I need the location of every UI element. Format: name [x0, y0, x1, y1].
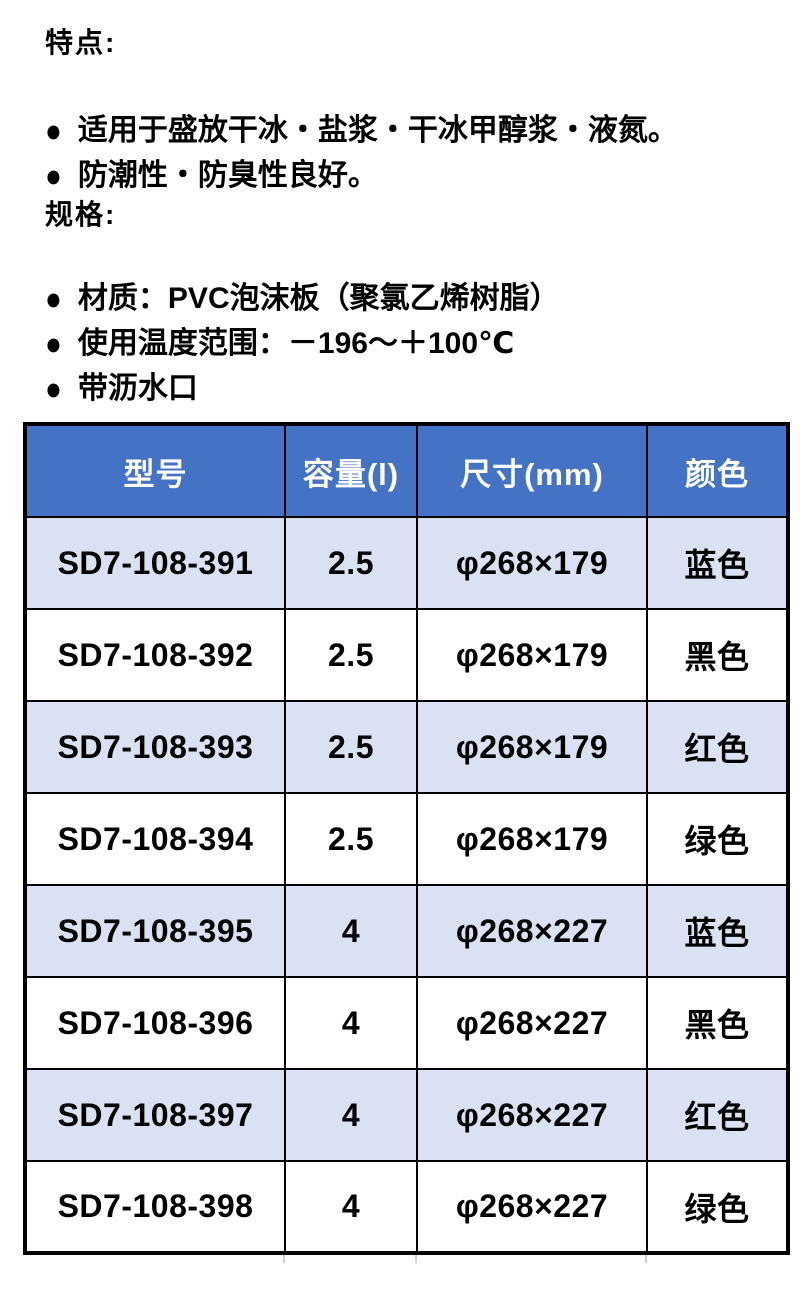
spec-item: ● 材质：PVC泡沫板（聚氯乙烯树脂）: [45, 276, 800, 321]
col-header-color: 颜色: [646, 423, 789, 518]
cell-model: SD7-108-391: [24, 516, 286, 610]
cell-model: SD7-108-395: [24, 884, 286, 978]
cell-capacity: 2.5: [284, 700, 418, 794]
cell-color: 蓝色: [646, 516, 789, 610]
cell-model: SD7-108-393: [24, 700, 286, 794]
cell-color: 绿色: [646, 1160, 789, 1254]
cell-model: SD7-108-397: [24, 1068, 286, 1162]
bullet-icon: ●: [45, 370, 62, 407]
table-continuation-gridlines: [23, 1255, 786, 1263]
cell-size: φ268×227: [416, 884, 648, 978]
cell-color: 黑色: [646, 976, 789, 1070]
feature-text: 防潮性・防臭性良好。: [77, 159, 378, 192]
cell-color: 红色: [646, 1068, 789, 1162]
cell-color: 蓝色: [646, 884, 789, 978]
spec-item: ● 使用温度范围：－196～＋100℃: [45, 321, 800, 366]
cell-capacity: 4: [284, 976, 418, 1070]
table-row: SD7-108-393 2.5 φ268×179 红色: [24, 700, 789, 794]
cell-model: SD7-108-398: [24, 1160, 286, 1254]
specs-list: ● 材质：PVC泡沫板（聚氯乙烯树脂） ● 使用温度范围：－196～＋100℃ …: [45, 276, 800, 411]
spec-table: 型号 容量(l) 尺寸(mm) 颜色 SD7-108-391 2.5 φ268×…: [23, 422, 790, 1255]
spec-text: 使用温度范围：－196～＋100℃: [77, 327, 515, 360]
feature-text: 适用于盛放干冰・盐浆・干冰甲醇浆・液氮。: [77, 114, 678, 147]
cell-size: φ268×227: [416, 1068, 648, 1162]
cell-size: φ268×179: [416, 700, 648, 794]
table-row: SD7-108-392 2.5 φ268×179 黑色: [24, 608, 789, 702]
feature-item: ● 适用于盛放干冰・盐浆・干冰甲醇浆・液氮。: [45, 108, 800, 153]
table-row: SD7-108-391 2.5 φ268×179 蓝色: [24, 516, 789, 610]
cell-model: SD7-108-396: [24, 976, 286, 1070]
cell-capacity: 4: [284, 884, 418, 978]
cell-size: φ268×227: [416, 1160, 648, 1254]
gridline-tick: [283, 1255, 285, 1263]
cell-size: φ268×179: [416, 792, 648, 886]
col-header-capacity: 容量(l): [284, 423, 418, 518]
specs-heading: 规格:: [45, 199, 117, 230]
table-row: SD7-108-397 4 φ268×227 红色: [24, 1068, 789, 1162]
cell-color: 绿色: [646, 792, 789, 886]
spec-item: ● 带沥水口: [45, 366, 800, 411]
bullet-icon: ●: [45, 325, 62, 362]
spec-text: 材质：PVC泡沫板（聚氯乙烯树脂）: [77, 282, 560, 315]
cell-capacity: 2.5: [284, 608, 418, 702]
bullet-icon: ●: [45, 112, 62, 149]
gridline-tick: [645, 1255, 647, 1263]
table-row: SD7-108-396 4 φ268×227 黑色: [24, 976, 789, 1070]
cell-capacity: 2.5: [284, 792, 418, 886]
cell-size: φ268×179: [416, 516, 648, 610]
table-row: SD7-108-398 4 φ268×227 绿色: [24, 1160, 789, 1254]
cell-capacity: 2.5: [284, 516, 418, 610]
cell-color: 黑色: [646, 608, 789, 702]
table-header-row: 型号 容量(l) 尺寸(mm) 颜色: [24, 423, 789, 518]
bullet-icon: ●: [45, 157, 62, 194]
cell-size: φ268×179: [416, 608, 648, 702]
cell-size: φ268×227: [416, 976, 648, 1070]
table-row: SD7-108-394 2.5 φ268×179 绿色: [24, 792, 789, 886]
feature-item: ● 防潮性・防臭性良好。: [45, 153, 800, 198]
cell-capacity: 4: [284, 1068, 418, 1162]
cell-capacity: 4: [284, 1160, 418, 1254]
bullet-icon: ●: [45, 280, 62, 317]
table-row: SD7-108-395 4 φ268×227 蓝色: [24, 884, 789, 978]
col-header-size: 尺寸(mm): [416, 423, 648, 518]
gridline-tick: [415, 1255, 417, 1263]
features-heading: 特点:: [45, 27, 117, 58]
cell-model: SD7-108-392: [24, 608, 286, 702]
spec-text: 带沥水口: [77, 372, 198, 405]
cell-color: 红色: [646, 700, 789, 794]
cell-model: SD7-108-394: [24, 792, 286, 886]
features-list: ● 适用于盛放干冰・盐浆・干冰甲醇浆・液氮。 ● 防潮性・防臭性良好。: [45, 108, 800, 198]
col-header-model: 型号: [24, 423, 286, 518]
